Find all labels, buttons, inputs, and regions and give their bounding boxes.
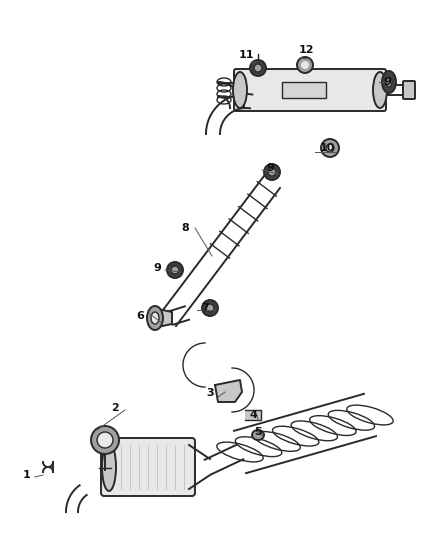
Text: 5: 5 bbox=[254, 427, 262, 437]
Text: 8: 8 bbox=[181, 223, 189, 233]
Ellipse shape bbox=[386, 77, 392, 87]
Text: 3: 3 bbox=[206, 388, 214, 398]
Text: 2: 2 bbox=[111, 403, 119, 413]
Ellipse shape bbox=[167, 262, 183, 278]
Text: 12: 12 bbox=[298, 45, 314, 55]
FancyBboxPatch shape bbox=[101, 438, 195, 496]
Text: 9: 9 bbox=[266, 163, 274, 173]
Text: 7: 7 bbox=[201, 303, 209, 313]
Ellipse shape bbox=[91, 426, 119, 454]
Ellipse shape bbox=[97, 432, 113, 448]
Ellipse shape bbox=[206, 304, 214, 312]
Ellipse shape bbox=[326, 144, 334, 152]
Text: 10: 10 bbox=[319, 143, 335, 153]
Ellipse shape bbox=[102, 443, 116, 491]
Text: 9: 9 bbox=[153, 263, 161, 273]
Ellipse shape bbox=[202, 300, 218, 316]
Text: 6: 6 bbox=[136, 311, 144, 321]
FancyBboxPatch shape bbox=[234, 69, 386, 111]
Text: 11: 11 bbox=[238, 50, 254, 60]
FancyBboxPatch shape bbox=[403, 81, 415, 99]
Ellipse shape bbox=[373, 72, 387, 108]
Polygon shape bbox=[215, 380, 242, 402]
Text: 1: 1 bbox=[23, 470, 31, 480]
Ellipse shape bbox=[151, 312, 159, 324]
Ellipse shape bbox=[301, 61, 309, 69]
Ellipse shape bbox=[250, 60, 266, 76]
Text: 9: 9 bbox=[383, 77, 391, 87]
Ellipse shape bbox=[268, 168, 276, 176]
Ellipse shape bbox=[321, 139, 339, 157]
Polygon shape bbox=[245, 410, 261, 420]
Ellipse shape bbox=[252, 430, 264, 440]
Ellipse shape bbox=[254, 64, 262, 72]
Bar bbox=[282, 82, 326, 98]
Ellipse shape bbox=[147, 306, 163, 330]
Ellipse shape bbox=[297, 57, 313, 73]
Ellipse shape bbox=[382, 71, 396, 93]
Ellipse shape bbox=[171, 266, 179, 274]
Polygon shape bbox=[153, 308, 172, 328]
Text: 4: 4 bbox=[249, 410, 257, 420]
Ellipse shape bbox=[233, 72, 247, 108]
Ellipse shape bbox=[264, 164, 280, 180]
